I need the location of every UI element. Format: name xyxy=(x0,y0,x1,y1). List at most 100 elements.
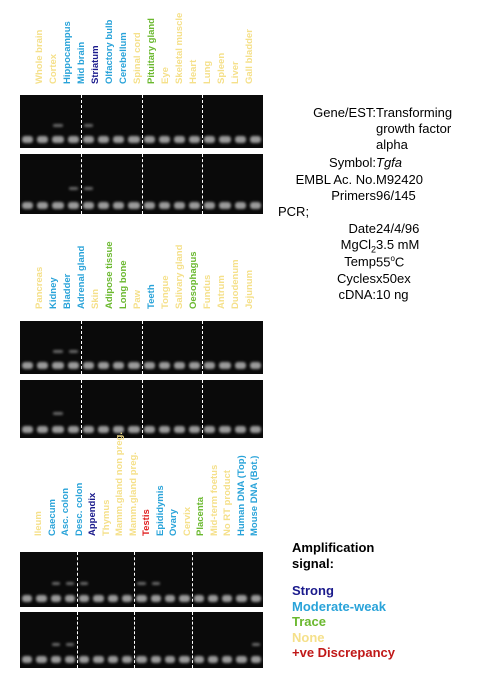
gel-product-band xyxy=(83,187,93,190)
gel-bottom-band xyxy=(150,595,161,602)
gel-bottom-band xyxy=(250,595,261,602)
gel-bottom-band xyxy=(173,136,186,143)
mgcl-subscript: 2 xyxy=(370,244,376,255)
gel-lane-separator xyxy=(80,95,82,148)
gel-product-band xyxy=(51,582,60,586)
tissue-label: Mouse DNA (Bot.) xyxy=(249,455,260,536)
gel-bottom-band xyxy=(136,595,147,602)
gel-bottom-band xyxy=(67,362,79,369)
tissue-label: Heart xyxy=(188,59,199,84)
gel-bottom-band xyxy=(249,202,261,209)
gel-bottom-band xyxy=(52,202,64,209)
mgcl-label-text: MgCl xyxy=(340,237,371,252)
tissue-label: Asc. colon xyxy=(60,487,71,536)
tissue-label: No RT product xyxy=(222,470,233,536)
tissue-label: Cortex xyxy=(48,53,59,84)
gel-bottom-band xyxy=(234,362,246,369)
temp-unit: C xyxy=(394,254,405,270)
tissue-label: Ileum xyxy=(33,511,44,536)
cdna-label: cDNA: xyxy=(338,287,376,302)
gel-bottom-band xyxy=(64,656,76,663)
tissue-label: Whole brain xyxy=(34,29,45,84)
symbol-label: Symbol: xyxy=(329,155,376,170)
gel-bottom-band xyxy=(36,656,47,663)
legend-trace: Trace xyxy=(292,614,326,629)
gel-bottom-band xyxy=(234,136,246,143)
gel-bottom-band xyxy=(22,362,34,369)
gel-product-band xyxy=(53,411,63,415)
gel-bottom-band xyxy=(143,202,155,209)
embl-label: EMBL Ac. No. xyxy=(295,172,376,187)
tissue-label: Human DNA (Top) xyxy=(235,455,247,536)
gel-product-band xyxy=(51,642,60,646)
gel-bottom-band xyxy=(122,656,133,663)
gel-bottom-band xyxy=(189,362,201,369)
tissue-label: Antrum xyxy=(216,275,227,309)
tissue-label: Pancreas xyxy=(34,266,45,309)
gel-bottom-band xyxy=(37,362,49,369)
tissue-label: Adipose tissue xyxy=(104,241,115,309)
cdna-value: 10 ng xyxy=(376,287,409,302)
tissue-label: Teeth xyxy=(146,284,157,309)
gel-bottom-band xyxy=(222,656,233,663)
gel-bottom-band xyxy=(234,426,246,433)
gel-bottom-band xyxy=(143,136,155,143)
gel-lane-separator xyxy=(191,552,193,607)
tissue-label: Epididymis xyxy=(154,485,166,536)
gel-image-3a xyxy=(20,552,263,607)
gel-bottom-band xyxy=(128,362,140,369)
gel-bottom-band xyxy=(204,362,216,369)
gel-product-band xyxy=(68,350,78,354)
gel-bottom-band xyxy=(50,595,61,602)
tissue-label: Spinal cord xyxy=(132,32,143,84)
gel-bottom-band xyxy=(236,656,247,663)
gel-bottom-band xyxy=(67,426,79,433)
temp-number: 55 xyxy=(376,254,391,270)
embl-value: M92420 xyxy=(376,172,423,187)
gel-bottom-band xyxy=(82,136,94,143)
gel-lane-separator xyxy=(80,154,82,214)
gene-est-line: alpha xyxy=(376,137,408,152)
gel-bottom-band xyxy=(97,136,110,143)
legend-none: None xyxy=(292,629,325,645)
gel-product-band xyxy=(68,187,78,190)
tissue-label: Olfactory bulb xyxy=(104,19,115,84)
gel-image-3b xyxy=(20,612,263,668)
legend-title-line2: signal: xyxy=(292,555,334,571)
gel-image-2b xyxy=(20,380,263,438)
tissue-label: Cervix xyxy=(181,506,193,536)
gel-bottom-band xyxy=(79,656,90,663)
gel-product-band xyxy=(83,124,93,128)
gene-est-label: Gene/EST: xyxy=(313,105,376,120)
tissue-labels-group-3: Ileum Caecum Asc. colon Desc. colon Appe… xyxy=(28,432,268,547)
cycles-label: Cycles xyxy=(336,271,376,286)
gel-bottom-band xyxy=(107,656,119,663)
tissue-labels-group-2: Pancreas Kidney Bladder Adrenal gland Sk… xyxy=(28,220,262,320)
gel-product-band xyxy=(53,350,63,354)
gel-bottom-band xyxy=(158,202,170,209)
gel-bottom-band xyxy=(36,595,47,602)
gel-bottom-band xyxy=(37,202,49,209)
gel-bottom-band xyxy=(179,595,190,602)
gel-product-band xyxy=(80,582,89,586)
tissue-label: Striatum xyxy=(90,45,101,84)
gel-bottom-band xyxy=(164,595,176,602)
date-label: Date xyxy=(348,221,376,236)
gel-bottom-band xyxy=(79,595,90,602)
temp-value: 55oC xyxy=(376,254,404,269)
gel-bottom-band xyxy=(204,202,216,209)
gel-bottom-band xyxy=(122,595,133,602)
gel-bottom-band xyxy=(64,595,76,602)
gene-est-value: Transforming growth factor alpha xyxy=(376,105,452,153)
pcr-label: PCR; xyxy=(278,204,310,219)
tissue-label: Thymus xyxy=(100,499,112,536)
gel-bottom-band xyxy=(179,656,190,663)
tissue-label: Tongue xyxy=(160,275,171,309)
gel-bottom-band xyxy=(22,136,34,143)
tissue-label: Pituitary gland xyxy=(146,18,157,84)
tissue-label: Liver xyxy=(230,61,241,84)
tissue-label: Salivary gland xyxy=(174,244,185,309)
gel-bottom-band xyxy=(128,202,140,209)
gel-bottom-band xyxy=(219,426,231,433)
tissue-label: Lung xyxy=(202,60,213,84)
